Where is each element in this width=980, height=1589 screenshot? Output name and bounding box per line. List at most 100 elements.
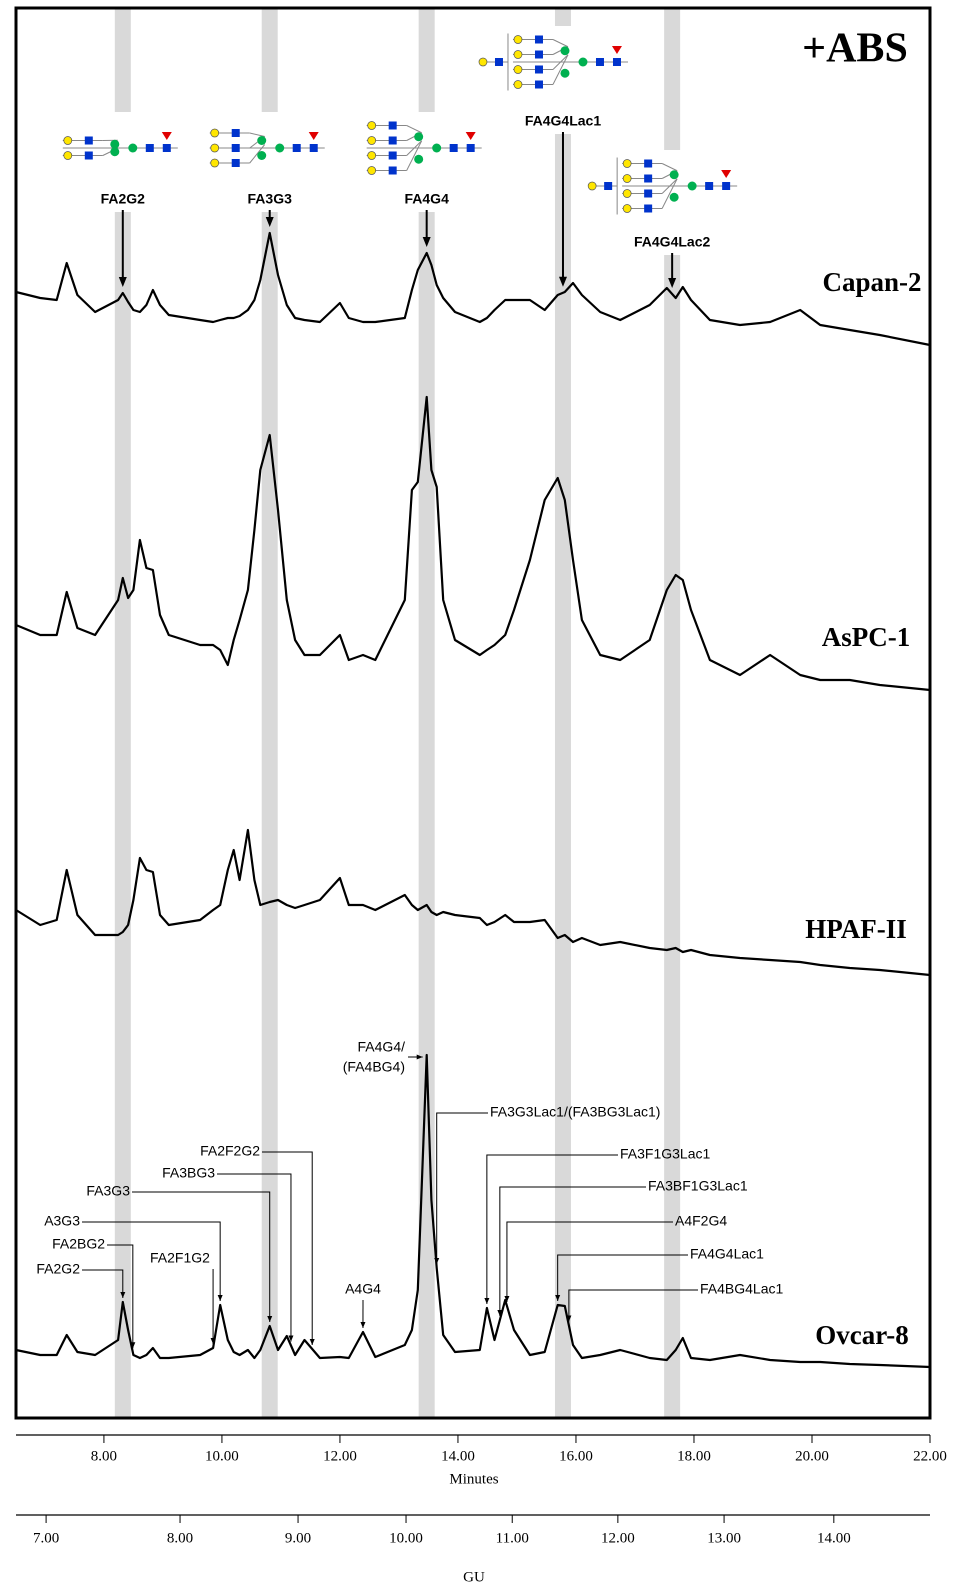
glycan-bond	[661, 178, 678, 194]
peak-label: FA3G3	[86, 1183, 130, 1199]
glcnac	[612, 58, 621, 66]
glycan-bond	[661, 163, 678, 172]
glycan-icon	[366, 121, 482, 175]
glcnac	[604, 182, 613, 190]
x-tick-label: 22.00	[913, 1448, 947, 1464]
highlight-band	[418, 8, 435, 1418]
arrow-head	[566, 1315, 572, 1322]
highlight-label: FA4G4Lac1	[525, 113, 601, 129]
arrow-head	[118, 277, 127, 287]
x-tick-label: 16.00	[559, 1448, 593, 1464]
arrow-head	[504, 1296, 510, 1302]
glcnac	[534, 80, 543, 89]
arrow-head	[309, 1339, 315, 1345]
mannose	[414, 132, 424, 142]
glcnac	[534, 35, 543, 44]
arrow-head	[210, 1338, 216, 1344]
galactose	[210, 143, 220, 153]
glcnac	[292, 144, 301, 152]
highlight-label: FA4G4Lac2	[634, 234, 710, 250]
galactose	[513, 50, 523, 59]
x2-tick-label: 9.00	[285, 1530, 311, 1546]
arrow-head	[434, 1258, 440, 1264]
trace-label: HPAF-II	[805, 914, 907, 944]
x2-axis-label: GU	[463, 1569, 485, 1585]
galactose	[622, 159, 632, 168]
fucose	[611, 46, 622, 54]
highlight-band	[114, 8, 131, 1418]
highlight-label: FA2G2	[101, 191, 146, 207]
arrow-head	[558, 276, 567, 287]
galactose	[367, 136, 377, 145]
arrow-head	[360, 1322, 366, 1328]
leader-line	[499, 1186, 646, 1316]
fucose	[161, 132, 172, 140]
leader-line	[568, 1289, 698, 1322]
label-backdrop	[62, 112, 203, 212]
mannose	[275, 143, 285, 153]
galactose	[63, 151, 73, 160]
x2-tick-label: 13.00	[707, 1530, 741, 1546]
glycan-icon	[478, 33, 628, 91]
trace	[15, 1053, 931, 1369]
galactose	[587, 181, 597, 191]
peak-label: FA4G4Lac1	[690, 1246, 764, 1262]
x-tick-label: 12.00	[323, 1448, 357, 1464]
glcnac	[595, 58, 604, 66]
peak-label: FA3BG3	[162, 1165, 215, 1181]
peak-label: FA4BG4Lac1	[700, 1281, 783, 1297]
arrow-head	[288, 1335, 294, 1342]
glcnac	[534, 65, 543, 74]
mannose	[128, 143, 138, 153]
highlight-band	[664, 8, 681, 1418]
glcnac	[84, 136, 93, 145]
x-tick-label: 18.00	[677, 1448, 711, 1464]
glcnac	[449, 144, 458, 152]
leader-line	[506, 1221, 673, 1302]
peak-label: A3G3	[44, 1213, 80, 1229]
glcnac	[705, 182, 714, 190]
leader-line	[486, 1154, 618, 1304]
glcnac	[644, 159, 653, 168]
chart-title: +ABS	[802, 26, 908, 72]
glycan-icon	[587, 157, 738, 215]
leader-line	[557, 1254, 688, 1301]
trace-label: Ovcar-8	[815, 1320, 908, 1350]
highlight-label: FA4G4	[405, 191, 450, 207]
leader-line	[217, 1173, 292, 1342]
glcnac	[644, 204, 653, 213]
arrow-head	[416, 1054, 423, 1060]
arrow-head	[555, 1295, 561, 1301]
arrow-head	[497, 1310, 503, 1316]
glycan-bond	[552, 39, 569, 48]
arrow-head	[217, 1295, 223, 1301]
axes: 8.00 10.00 12.00 14.00 16.00 18.00 20.00 22.00 7…	[16, 1434, 947, 1546]
glcnac	[722, 182, 731, 190]
highlight-label: FA3G3	[248, 191, 293, 207]
label-backdrop	[462, 26, 653, 134]
leader-line	[436, 1112, 488, 1264]
x-axis-label: Minutes	[449, 1471, 498, 1487]
plot-frame	[14, 6, 932, 1420]
bands	[62, 8, 763, 1418]
peak-label: FA2F2G2	[200, 1143, 260, 1159]
mannose	[560, 46, 570, 56]
galactose	[210, 158, 220, 168]
galactose	[513, 35, 523, 44]
peak-label: FA3G3Lac1/(FA3BG3Lac1)	[490, 1104, 660, 1120]
x-tick-label: 14.00	[441, 1448, 475, 1464]
arrow-head	[668, 278, 677, 288]
mannose	[578, 57, 588, 67]
glcnac	[388, 166, 397, 175]
galactose	[622, 204, 632, 213]
galactose	[478, 57, 488, 67]
trace-label: AsPC-1	[822, 622, 911, 652]
trace	[15, 828, 931, 977]
glycan-bond	[552, 54, 569, 70]
glycan-bond	[406, 140, 423, 171]
mannose	[110, 139, 120, 149]
leader-line	[82, 1221, 221, 1301]
arrow-head	[265, 217, 274, 227]
peak-label: A4G4	[345, 1281, 381, 1297]
